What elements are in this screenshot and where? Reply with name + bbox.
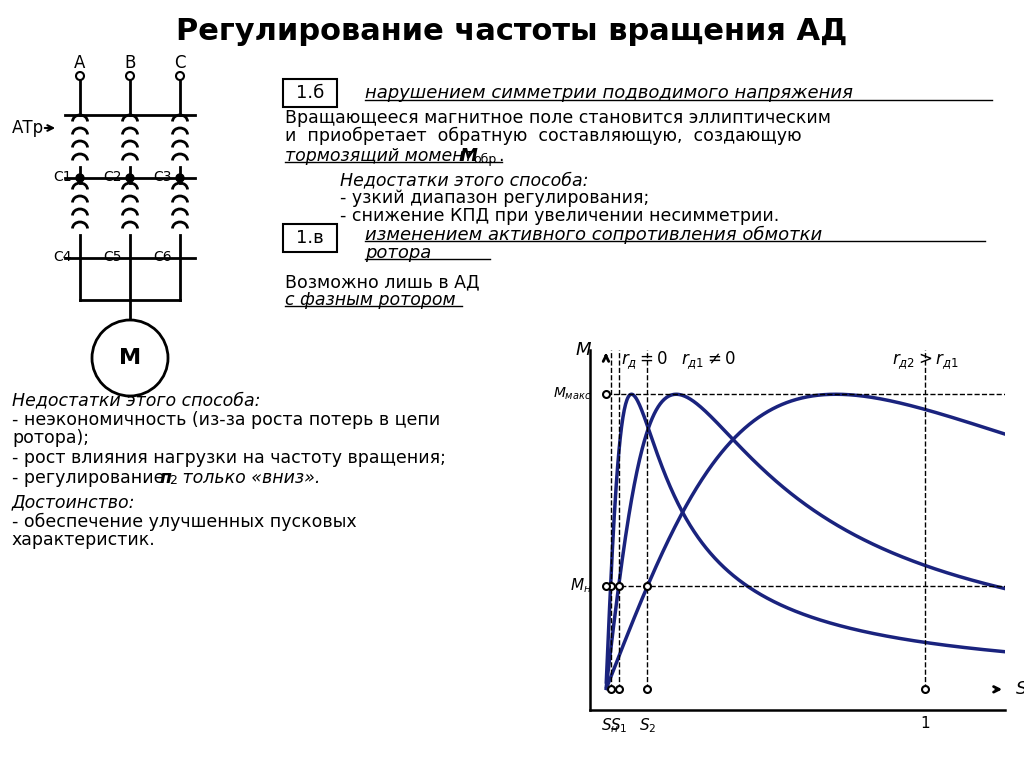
Text: тормозящий момент: тормозящий момент bbox=[285, 147, 479, 165]
Text: АТр: АТр bbox=[12, 119, 44, 137]
Text: Недостатки этого способа:: Недостатки этого способа: bbox=[12, 391, 260, 409]
Text: ротора: ротора bbox=[365, 244, 431, 262]
Text: $M$: $M$ bbox=[574, 341, 592, 359]
Text: Достоинство:: Достоинство: bbox=[12, 493, 135, 511]
Text: $M_н$: $M_н$ bbox=[570, 577, 592, 595]
Text: .: . bbox=[498, 147, 504, 165]
Text: C3: C3 bbox=[154, 170, 172, 184]
Text: М: М bbox=[119, 348, 141, 368]
Text: нарушением симметрии подводимого напряжения: нарушением симметрии подводимого напряже… bbox=[365, 84, 853, 102]
Text: $S$: $S$ bbox=[1015, 680, 1024, 698]
Text: Недостатки этого способа:: Недостатки этого способа: bbox=[340, 171, 589, 189]
Text: $r_{д2}>r_{д1}$: $r_{д2}>r_{д1}$ bbox=[892, 351, 958, 370]
Text: ротора);: ротора); bbox=[12, 429, 89, 447]
Text: B: B bbox=[124, 54, 136, 72]
FancyBboxPatch shape bbox=[283, 79, 337, 107]
Text: $r_д=0$: $r_д=0$ bbox=[621, 349, 668, 370]
Text: $S_н$: $S_н$ bbox=[601, 716, 620, 735]
Text: - узкий диапазон регулирования;: - узкий диапазон регулирования; bbox=[340, 189, 649, 207]
Text: М: М bbox=[460, 147, 478, 165]
Text: A: A bbox=[75, 54, 86, 72]
Text: с фазным ротором: с фазным ротором bbox=[285, 291, 456, 309]
Text: обр: обр bbox=[473, 153, 497, 166]
Circle shape bbox=[126, 174, 134, 182]
Text: C2: C2 bbox=[103, 170, 122, 184]
Text: - обеспечение улучшенных пусковых: - обеспечение улучшенных пусковых bbox=[12, 513, 356, 531]
Text: Вращающееся магнитное поле становится эллиптическим: Вращающееся магнитное поле становится эл… bbox=[285, 109, 831, 127]
Text: $S_2$: $S_2$ bbox=[639, 716, 656, 735]
Circle shape bbox=[76, 174, 84, 182]
Text: изменением активного сопротивления обмотки: изменением активного сопротивления обмот… bbox=[365, 225, 822, 244]
Text: - рост влияния нагрузки на частоту вращения;: - рост влияния нагрузки на частоту враще… bbox=[12, 449, 445, 467]
Text: Возможно лишь в АД: Возможно лишь в АД bbox=[285, 273, 479, 291]
FancyBboxPatch shape bbox=[283, 224, 337, 252]
Text: характеристик.: характеристик. bbox=[12, 531, 156, 549]
Text: только «вниз».: только «вниз». bbox=[177, 469, 321, 487]
Text: Регулирование частоты вращения АД: Регулирование частоты вращения АД bbox=[176, 18, 848, 47]
Text: - регулирование: - регулирование bbox=[12, 469, 170, 487]
Text: 2: 2 bbox=[169, 475, 177, 488]
Text: 1.в: 1.в bbox=[296, 229, 324, 247]
Text: $r_{д1}\neq0$: $r_{д1}\neq0$ bbox=[681, 349, 735, 370]
Text: - снижение КПД при увеличении несимметрии.: - снижение КПД при увеличении несимметри… bbox=[340, 207, 779, 225]
Text: C: C bbox=[174, 54, 185, 72]
Text: C6: C6 bbox=[154, 250, 172, 264]
Text: и  приобретает  обратную  составляющую,  создающую: и приобретает обратную составляющую, соз… bbox=[285, 127, 802, 145]
Text: C1: C1 bbox=[53, 170, 73, 184]
Text: 1.б: 1.б bbox=[296, 84, 325, 102]
Text: - неэкономичность (из-за роста потерь в цепи: - неэкономичность (из-за роста потерь в … bbox=[12, 411, 440, 429]
Text: 1: 1 bbox=[921, 716, 930, 731]
Text: C4: C4 bbox=[53, 250, 73, 264]
Text: $M_{макс}$: $M_{макс}$ bbox=[553, 386, 592, 403]
Circle shape bbox=[176, 174, 184, 182]
Text: $S_1$: $S_1$ bbox=[610, 716, 628, 735]
Text: п: п bbox=[160, 469, 172, 487]
Text: C5: C5 bbox=[103, 250, 122, 264]
